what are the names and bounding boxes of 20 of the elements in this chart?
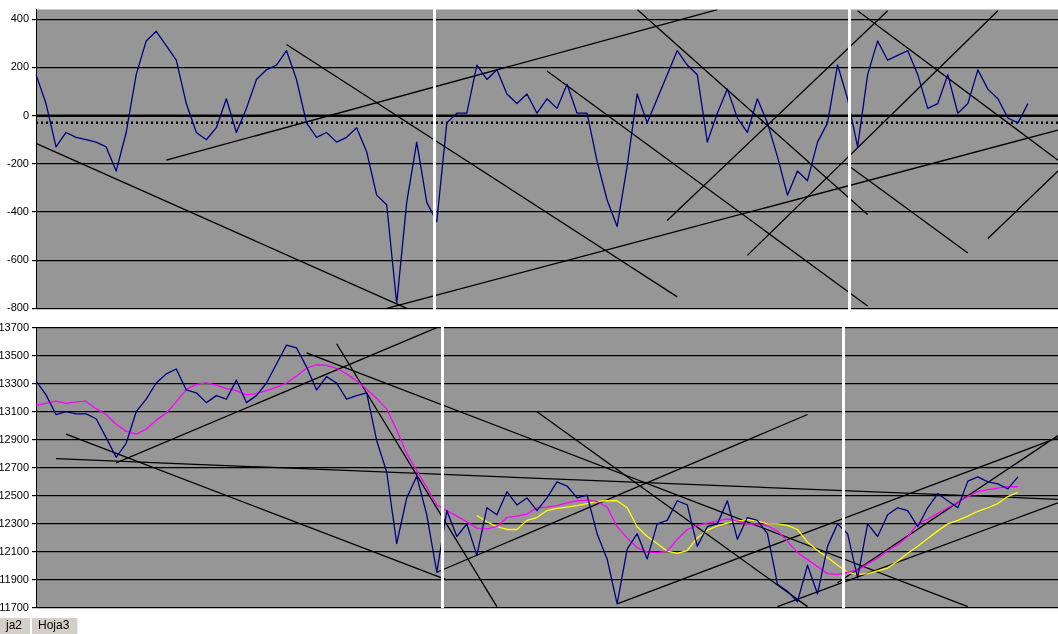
y-tick-label: 12900 xyxy=(0,432,29,445)
text: ja2 xyxy=(5,618,23,633)
y-tick-label: 12100 xyxy=(0,544,29,557)
y-tick-label: 13300 xyxy=(0,376,29,389)
y-tick-label: 11900 xyxy=(0,572,29,585)
y-tick-label: 12700 xyxy=(0,460,29,473)
y-tick-label: -400 xyxy=(6,205,29,218)
y-tick-label: 13100 xyxy=(0,404,29,417)
y-tick-label: 0 xyxy=(22,108,29,121)
y-tick-label: -200 xyxy=(6,156,29,169)
y-tick-label: 200 xyxy=(10,60,29,73)
y-tick-label: 13500 xyxy=(0,348,29,361)
y-tick-label: 11700 xyxy=(0,601,29,614)
y-tick-label: -600 xyxy=(6,253,29,266)
text: Hoja3 xyxy=(38,618,70,633)
y-tick-label: 400 xyxy=(10,12,29,25)
y-tick-label: 13700 xyxy=(0,320,29,333)
y-tick-label: -800 xyxy=(6,301,29,314)
y-tick-label: 12300 xyxy=(0,516,29,529)
y-tick-label: 12500 xyxy=(0,488,29,501)
